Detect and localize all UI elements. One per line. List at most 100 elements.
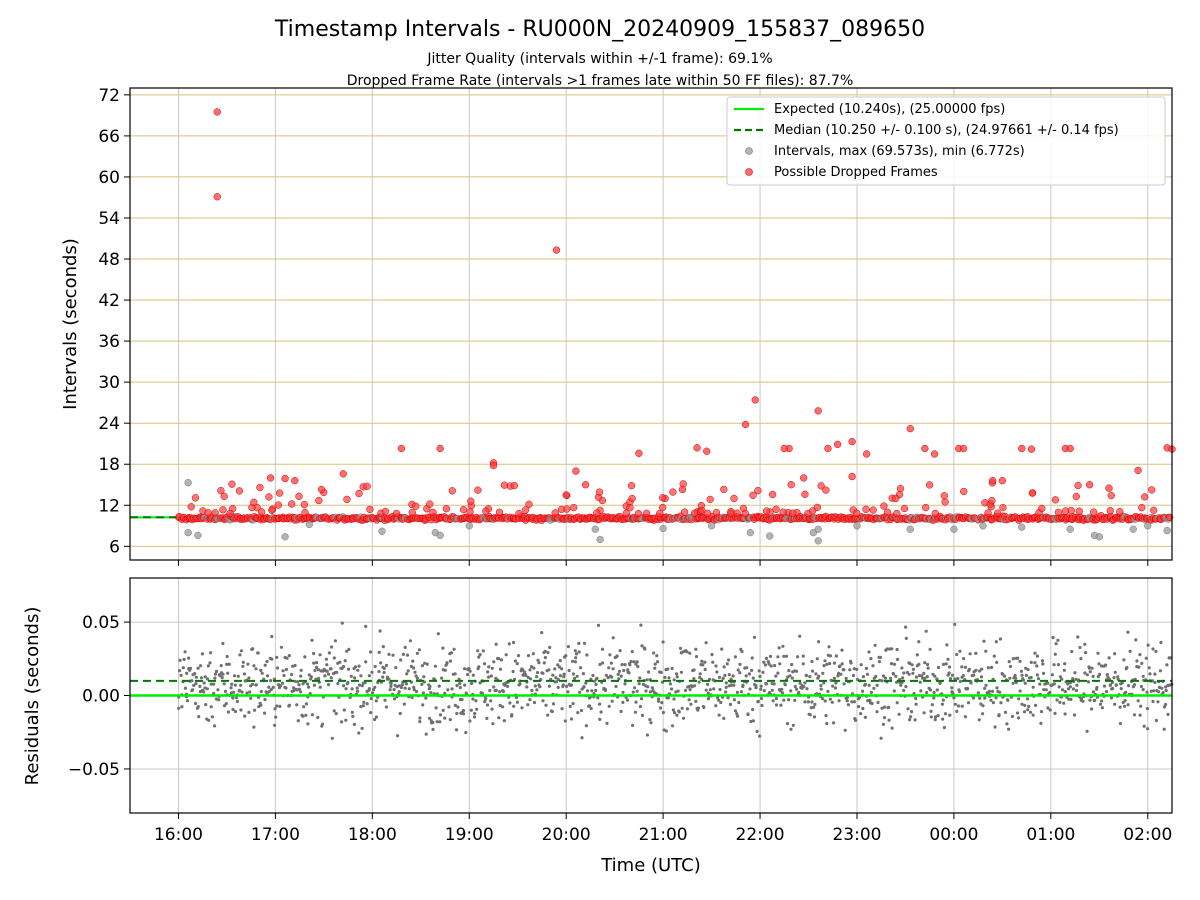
residual-point	[1162, 727, 1166, 731]
residual-point	[540, 631, 544, 635]
residual-point	[887, 718, 891, 722]
residual-point	[213, 672, 217, 676]
residual-point	[592, 679, 597, 683]
residual-point	[316, 715, 320, 720]
dropped-frame-point	[274, 501, 282, 509]
interval-point	[378, 527, 386, 535]
residual-point	[736, 668, 740, 672]
residual-point	[314, 665, 319, 670]
residual-point	[923, 661, 927, 665]
bottom-x-ticks: 16:00 17:00 18:00 19:00 20:00 21:00 22:00 23:00…	[154, 813, 1172, 845]
residual-point	[273, 707, 277, 711]
residual-point	[990, 665, 994, 670]
residual-point	[978, 696, 982, 700]
residual-point	[384, 663, 389, 668]
residual-point	[1153, 680, 1157, 685]
residual-point	[566, 645, 571, 649]
interval-point	[1066, 525, 1074, 533]
residual-point	[875, 710, 879, 714]
residual-point	[191, 688, 195, 692]
residual-point	[259, 668, 263, 673]
residual-point	[986, 666, 991, 670]
residual-point	[803, 681, 807, 685]
dropped-frame-point	[301, 508, 309, 517]
residual-point	[1099, 664, 1104, 668]
residual-point	[631, 723, 635, 728]
residual-point	[758, 734, 762, 738]
residual-point	[878, 655, 883, 660]
residual-point	[618, 649, 622, 653]
residual-point	[490, 666, 494, 670]
residual-point	[619, 709, 623, 714]
residual-point	[353, 665, 358, 669]
residual-point	[340, 720, 344, 724]
residual-point	[202, 681, 206, 685]
interval-point	[814, 525, 822, 533]
residual-point	[887, 705, 891, 709]
dropped-frame-point	[772, 505, 780, 513]
residual-point	[632, 660, 636, 664]
residual-point	[840, 662, 844, 666]
residual-point	[289, 673, 294, 677]
interval-point	[659, 524, 667, 533]
residual-point	[1058, 675, 1062, 679]
residual-point	[867, 650, 871, 654]
residual-point	[562, 672, 566, 676]
residual-point	[631, 690, 635, 694]
residual-point	[338, 660, 342, 664]
residual-point	[193, 672, 197, 676]
residual-point	[998, 637, 1003, 641]
residual-point	[420, 664, 424, 668]
residual-point	[1097, 662, 1101, 666]
residual-point	[392, 697, 397, 701]
residual-point	[373, 664, 377, 669]
dropped-frame-point	[896, 484, 905, 493]
residual-point	[1162, 705, 1167, 709]
residual-point	[622, 668, 626, 673]
residual-point	[724, 685, 728, 690]
residual-point	[700, 659, 704, 663]
residual-point	[718, 687, 722, 692]
residual-point	[751, 707, 755, 712]
residual-point	[1007, 727, 1011, 731]
residual-point	[551, 702, 556, 706]
residual-point	[875, 683, 879, 688]
residual-point	[735, 690, 740, 695]
residual-point	[881, 722, 886, 726]
residual-point	[489, 674, 493, 678]
dropped-frame-point	[474, 486, 482, 494]
residual-point	[577, 641, 581, 646]
residual-point	[994, 696, 998, 700]
dropped-frame-point	[741, 420, 750, 429]
residual-point	[711, 660, 715, 664]
residual-point	[188, 666, 193, 670]
residual-point	[1148, 672, 1152, 676]
dropped-frame-point	[869, 506, 877, 514]
residual-point	[733, 709, 738, 713]
dropped-frame-point	[768, 490, 777, 499]
dropped-frame-point	[634, 509, 643, 518]
residual-point	[596, 623, 601, 628]
residual-point	[208, 661, 212, 665]
residual-point	[594, 682, 598, 687]
residual-point	[594, 688, 598, 693]
residual-point	[287, 654, 291, 658]
dropped-frame-point	[960, 487, 968, 496]
residual-point	[297, 683, 301, 687]
residual-point	[435, 720, 439, 724]
residual-point	[748, 687, 752, 691]
residual-point	[405, 653, 410, 657]
residual-point	[287, 703, 292, 707]
chart-title: Timestamp Intervals - RU000N_20240909_15…	[274, 17, 925, 42]
residual-point	[1062, 701, 1066, 705]
residual-point	[751, 676, 755, 680]
interval-point	[1129, 525, 1137, 533]
residual-point	[645, 678, 649, 682]
dropped-frame-point	[669, 488, 677, 496]
residual-point	[520, 706, 524, 710]
x-tick-label: 02:00	[1123, 825, 1172, 845]
residual-point	[901, 676, 905, 680]
residual-point	[455, 711, 459, 716]
residual-point	[719, 700, 723, 705]
residual-point	[484, 697, 488, 701]
